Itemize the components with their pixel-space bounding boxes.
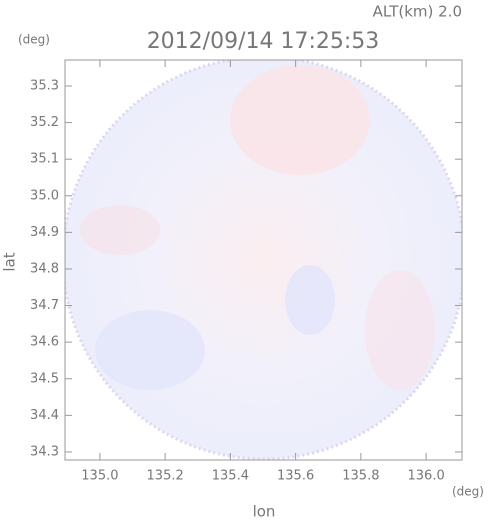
radar-image: [65, 60, 462, 460]
y-tick-label: 34.9: [30, 225, 59, 240]
y-unit: (deg): [18, 33, 50, 47]
y-tick-label: 34.7: [30, 298, 59, 313]
x-tick-label: 136.0: [408, 469, 445, 484]
radar-patch: [95, 310, 205, 390]
y-tick-label: 34.6: [30, 335, 59, 350]
y-tick-label: 34.3: [30, 444, 59, 459]
x-tick-label: 135.6: [277, 469, 314, 484]
y-tick-label: 35.1: [30, 152, 59, 167]
radar-patch: [230, 65, 370, 175]
radar-edge: [65, 60, 462, 460]
radar-patch: [285, 265, 335, 335]
radar-patch: [80, 205, 160, 255]
y-tick-label: 35.2: [30, 115, 59, 130]
y-tick-label: 34.8: [30, 261, 59, 276]
x-unit: (deg): [452, 485, 484, 499]
y-tick-label: 34.4: [30, 408, 59, 423]
x-tick-label: 135.4: [212, 469, 249, 484]
x-tick-label: 135.0: [81, 469, 118, 484]
radar-patch: [365, 270, 435, 390]
annotation: ALT(km) 2.0: [373, 3, 462, 21]
x-tick-label: 135.2: [147, 469, 184, 484]
plot-frame: [64, 59, 463, 461]
chart-title: 2012/09/14 17:25:53: [147, 29, 380, 54]
y-tick-label: 35.0: [30, 188, 59, 203]
y-tick-label: 34.5: [30, 371, 59, 386]
y-tick-label: 35.3: [30, 78, 59, 93]
x-tick-label: 135.8: [342, 469, 379, 484]
x-axis-label: lon: [253, 503, 276, 521]
y-axis-label: lat: [1, 252, 19, 271]
